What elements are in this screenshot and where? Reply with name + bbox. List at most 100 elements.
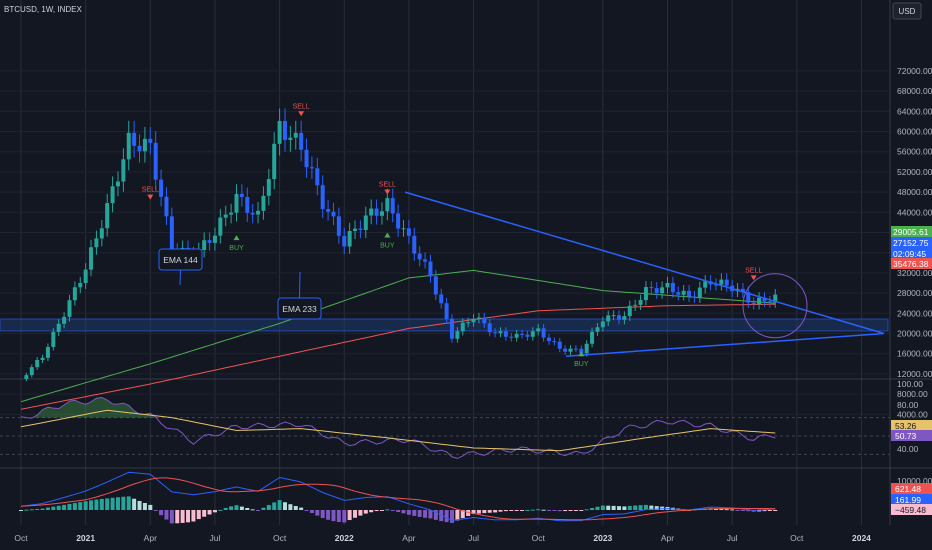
price-badge <box>891 248 932 259</box>
candle-body <box>450 318 454 339</box>
candle-body <box>256 210 261 215</box>
macd-histogram-bar <box>126 496 131 510</box>
macd-histogram-bar <box>250 509 255 511</box>
candle-body <box>83 269 88 284</box>
price-tick-label: 20000.00 <box>897 329 932 339</box>
candle-body <box>401 228 406 230</box>
currency-button[interactable]: USD <box>892 2 922 20</box>
buy-signal-label: BUY <box>574 361 589 368</box>
macd-histogram-bar <box>212 510 217 513</box>
ema-callout-label: EMA 144 <box>163 255 198 265</box>
candle-body <box>304 149 309 168</box>
price-tick-label: 72000.00 <box>897 66 932 76</box>
candle-body <box>493 332 498 334</box>
price-tick-label: 60000.00 <box>897 127 932 137</box>
symbol-label: BTCUSD, 1W, INDEX <box>4 5 82 14</box>
candle-body <box>552 341 557 343</box>
candle-body <box>654 288 659 294</box>
macd-histogram-bar <box>557 510 562 512</box>
candle-body <box>541 328 546 338</box>
candle-body <box>245 196 250 213</box>
buy-arrow <box>233 235 240 241</box>
candle-body <box>261 195 266 211</box>
macd-histogram-bar <box>353 510 358 518</box>
macd-badge <box>891 483 932 494</box>
candle-body <box>563 348 568 352</box>
price-badge-label: 27152.75 <box>893 238 929 248</box>
macd-histogram-bar <box>536 509 541 511</box>
candle-body <box>374 208 379 216</box>
candle-body <box>439 294 444 304</box>
candle-body <box>611 315 616 317</box>
macd-histogram-bar <box>385 509 390 511</box>
macd-histogram-bar <box>62 504 67 510</box>
macd-histogram-bar <box>627 505 632 510</box>
candle-body <box>423 259 428 262</box>
candle-body <box>514 333 519 338</box>
candle-body <box>584 343 589 354</box>
macd-histogram-bar <box>40 508 45 510</box>
macd-histogram-bar <box>293 506 298 510</box>
buy-signal-label: BUY <box>229 245 244 252</box>
candle-body <box>633 304 638 306</box>
candle-body <box>687 290 692 297</box>
macd-histogram-bar <box>67 503 72 510</box>
sell-arrow <box>750 275 757 281</box>
macd-histogram-bar <box>282 502 287 510</box>
candle-body <box>29 367 34 376</box>
time-tick-label: Oct <box>790 533 804 543</box>
candle-body <box>660 287 665 294</box>
ema-144-line <box>20 269 776 403</box>
candle-body <box>697 287 702 298</box>
candle-body <box>482 317 487 324</box>
candle-body <box>719 279 724 285</box>
candle-body <box>282 120 287 140</box>
candle-body <box>51 331 56 347</box>
macd-histogram-bar <box>568 510 573 511</box>
rsi-ma-line <box>20 409 776 452</box>
candle-body <box>433 276 438 295</box>
macd-histogram-bar <box>180 510 185 523</box>
macd-histogram-bar <box>115 497 120 510</box>
macd-histogram-bar <box>503 510 508 512</box>
macd-histogram-bar <box>266 504 271 510</box>
macd-histogram-bar <box>643 504 648 510</box>
macd-histogram-bar <box>406 510 411 515</box>
time-axis: Oct 2021 Apr Jul Oct 2022 Apr Jul Oct 2023 Apr Jul O… <box>14 533 871 543</box>
sell-signal-label: SELL <box>142 187 159 194</box>
macd-histogram-bar <box>751 510 756 512</box>
macd-histogram-bar <box>110 497 115 510</box>
macd-histogram-bar <box>45 507 50 510</box>
price-tick-label: 56000.00 <box>897 147 932 157</box>
candle-body <box>525 334 530 337</box>
candle-body <box>207 240 212 243</box>
candles <box>24 108 778 382</box>
macd-histogram-bar <box>423 510 428 518</box>
macd-histogram-bar <box>455 510 460 521</box>
macd-histogram-bar <box>374 510 379 512</box>
callout-pointer <box>299 271 301 299</box>
candle-body <box>713 284 718 286</box>
candle-body <box>115 181 120 187</box>
candle-body <box>643 287 648 301</box>
candle-body <box>62 316 67 324</box>
price-tick-label: 52000.00 <box>897 167 932 177</box>
macd-badge <box>891 504 932 515</box>
candle-body <box>546 337 551 342</box>
macd-histogram-bar <box>428 510 433 519</box>
macd-badge-label: 621.48 <box>895 484 921 494</box>
macd-histogram-bar <box>142 503 147 510</box>
candle-body <box>94 238 99 248</box>
candle-body <box>676 292 681 295</box>
macd-histogram-bar <box>654 506 659 510</box>
triangle-trendlines <box>404 191 885 357</box>
price-axis: 72000.00 68000.00 64000.00 60000.00 56000.00… <box>891 66 932 515</box>
macd-histogram-bar <box>202 510 207 517</box>
candle-body <box>665 282 670 288</box>
candle-body <box>617 315 622 320</box>
highlight-circle <box>742 273 808 339</box>
macd-histogram-bar <box>476 510 481 514</box>
macd-histogram-bar <box>563 510 568 512</box>
sell-arrow <box>298 111 305 117</box>
